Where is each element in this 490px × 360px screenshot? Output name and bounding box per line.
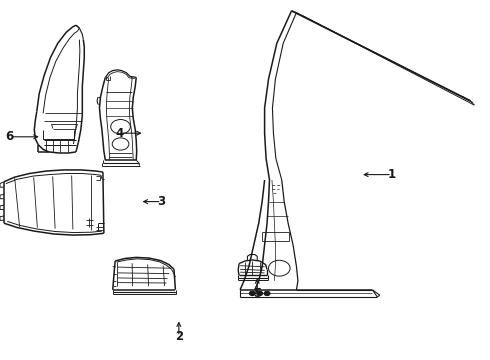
Circle shape: [257, 291, 263, 296]
Circle shape: [249, 291, 255, 296]
Text: 1: 1: [388, 168, 396, 181]
Text: 3: 3: [158, 195, 166, 208]
Text: 5: 5: [253, 287, 261, 300]
Text: 6: 6: [6, 130, 14, 143]
Text: 4: 4: [116, 127, 124, 140]
Text: 2: 2: [175, 330, 183, 343]
Circle shape: [264, 291, 270, 296]
